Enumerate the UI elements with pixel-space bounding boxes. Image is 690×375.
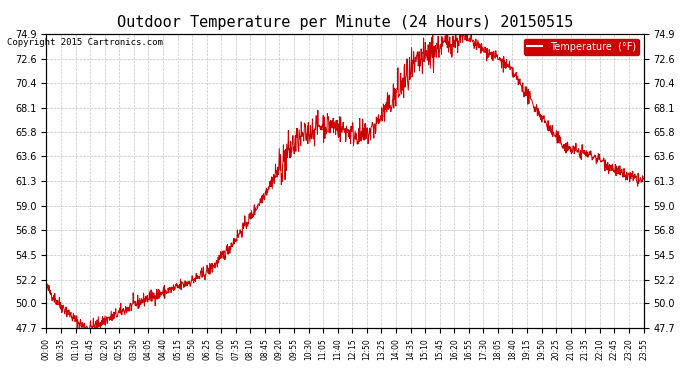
- Legend: Temperature  (°F): Temperature (°F): [524, 39, 639, 55]
- Title: Outdoor Temperature per Minute (24 Hours) 20150515: Outdoor Temperature per Minute (24 Hours…: [117, 15, 573, 30]
- Text: Copyright 2015 Cartronics.com: Copyright 2015 Cartronics.com: [7, 38, 163, 47]
